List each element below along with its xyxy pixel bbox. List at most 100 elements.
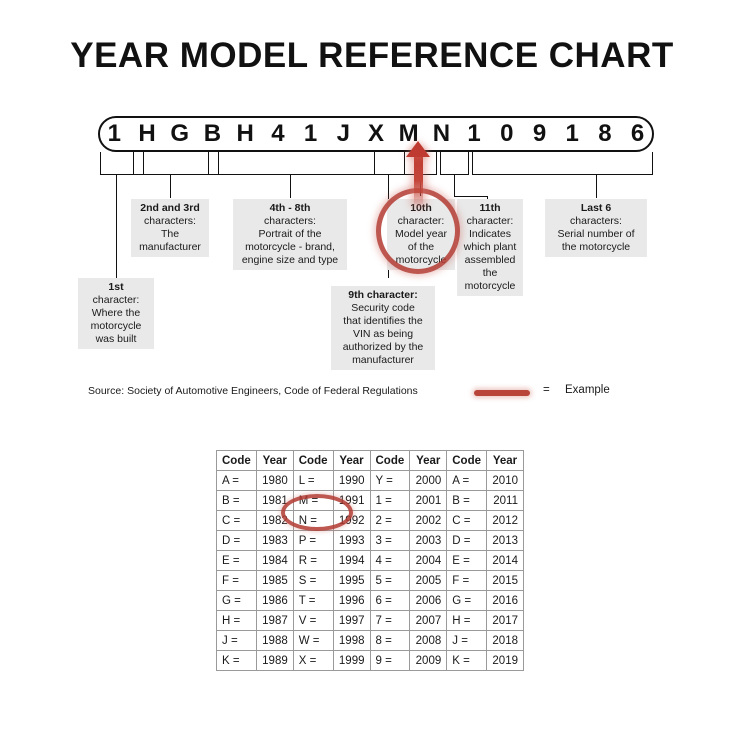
leader-line-eleventh-a [454, 174, 455, 196]
vin-char-16: 8 [598, 120, 612, 147]
vin-char-9: X [367, 120, 384, 147]
table-cell-code: 2 = [369, 510, 411, 531]
vin-char-12: 1 [467, 120, 481, 147]
table-cell-year: 2017 [486, 610, 524, 631]
table-cell-code: A = [216, 470, 257, 491]
vin-char-8: J [336, 120, 350, 147]
table-cell-year: 1997 [332, 610, 371, 631]
table-cell-year: 1998 [332, 630, 371, 651]
table-cell-code: J = [446, 630, 487, 651]
table-cell-year: 1988 [255, 630, 294, 651]
table-cell-code: J = [216, 630, 257, 651]
callout-line: Serial number of [557, 228, 635, 240]
table-cell-year: 2004 [409, 550, 448, 571]
table-cell-year: 2015 [486, 570, 524, 591]
table-cell-year: 1982 [255, 510, 294, 531]
table-cell-year: 1983 [255, 530, 294, 551]
table-header-cell: Year [255, 450, 294, 471]
table-cell-code: G = [216, 590, 257, 611]
bracket-tick [143, 152, 144, 175]
table-cell-year: 2002 [409, 510, 448, 531]
vin-char-5: H [236, 120, 254, 147]
bracket-tick [472, 152, 473, 175]
table-cell-year: 1980 [255, 470, 294, 491]
leader-line-first [116, 174, 117, 278]
table-cell-code: E = [216, 550, 257, 571]
callout-line: the [482, 267, 498, 279]
callout-last-six-characters: Last 6 characters: Serial number of the … [545, 199, 647, 257]
source-text: Source: Society of Automotive Engineers,… [88, 385, 418, 397]
table-cell-code: 1 = [369, 490, 411, 511]
callout-line: character: [92, 294, 140, 306]
callout-line: manufacturer [352, 354, 414, 366]
table-cell-year: 1995 [332, 570, 371, 591]
callout-line: motorcycle [464, 280, 516, 292]
callout-line: motorcycle - brand, [245, 241, 335, 253]
callout-title: 11th [479, 202, 501, 214]
vin-capsule [98, 116, 654, 152]
bracket-tick [100, 152, 101, 175]
callout-second-third-characters: 2nd and 3rd characters: The manufacturer [131, 199, 209, 257]
vin-char-15: 1 [565, 120, 579, 147]
bracket-tick [374, 152, 375, 175]
vin-char-2: H [138, 120, 156, 147]
vin-char-6: 4 [271, 120, 285, 147]
table-cell-year: 1985 [255, 570, 294, 591]
table-cell-code: 4 = [369, 550, 411, 571]
table-cell-year: 2001 [409, 490, 448, 511]
leader-line-last-six [596, 174, 597, 198]
table-cell-code: N = [292, 510, 334, 531]
callout-title: 9th character: [348, 289, 418, 301]
table-cell-year: 2018 [486, 630, 524, 651]
callout-fourth-eighth-characters: 4th - 8th characters: Portrait of the mo… [233, 199, 347, 270]
table-cell-year: 2016 [486, 590, 524, 611]
callout-title: 1st [108, 281, 124, 293]
table-cell-code: 8 = [369, 630, 411, 651]
table-header-cell: Year [409, 450, 448, 471]
table-cell-code: G = [446, 590, 487, 611]
table-cell-year: 2013 [486, 530, 524, 551]
legend-equals: = [543, 384, 550, 396]
callout-line: Where the [91, 307, 141, 319]
vin-char-13: 0 [500, 120, 514, 147]
table-cell-code: C = [446, 510, 487, 531]
callout-title: 2nd and 3rd [140, 202, 200, 214]
vin-char-17: 6 [630, 120, 645, 147]
table-cell-code: D = [216, 530, 257, 551]
table-row: E = 1984 R = 1994 4 = 2004 E = 2014 [216, 550, 524, 571]
table-cell-year: 2009 [409, 650, 448, 671]
table-cell-year: 2008 [409, 630, 448, 651]
table-row: B = 1981 M = 1991 1 = 2001 B = 2011 [216, 490, 524, 511]
table-row: F = 1985 S = 1995 5 = 2005 F = 2015 [216, 570, 524, 591]
table-cell-code: K = [216, 650, 257, 671]
table-cell-code: P = [292, 530, 334, 551]
table-cell-year: 1989 [255, 650, 294, 671]
table-cell-year: 2012 [486, 510, 524, 531]
table-cell-year: 2006 [409, 590, 448, 611]
callout-line: authorized by the [342, 341, 424, 353]
table-header-cell: Code [216, 450, 257, 471]
bracket-tick [440, 152, 441, 175]
vin-char-10: M [398, 120, 419, 147]
bracket-line [374, 174, 404, 175]
page-title: YEAR MODEL REFERENCE CHART [70, 36, 674, 75]
legend-swatch-icon [474, 390, 530, 396]
bracket-tick [468, 152, 469, 175]
callout-line: Security code [351, 302, 415, 314]
callout-line: engine size and type [241, 254, 339, 266]
table-row: C = 1982 N = 1992 2 = 2002 C = 2012 [216, 510, 524, 531]
table-cell-code: H = [216, 610, 257, 631]
table-row: K = 1989 X = 1999 9 = 2009 K = 2019 [216, 650, 524, 671]
table-cell-code: B = [216, 490, 257, 511]
table-cell-code: C = [216, 510, 257, 531]
table-cell-year: 1984 [255, 550, 294, 571]
bracket-line [100, 174, 394, 175]
bracket-tick [218, 152, 219, 175]
callout-line: that identifies the [343, 315, 423, 327]
table-cell-year: 1992 [332, 510, 371, 531]
year-code-table: Code Year Code Year Code Year Code Year A = 1980… [216, 450, 524, 671]
table-cell-code: 6 = [369, 590, 411, 611]
table-cell-code: B = [446, 490, 487, 511]
bracket-tick [404, 152, 405, 175]
